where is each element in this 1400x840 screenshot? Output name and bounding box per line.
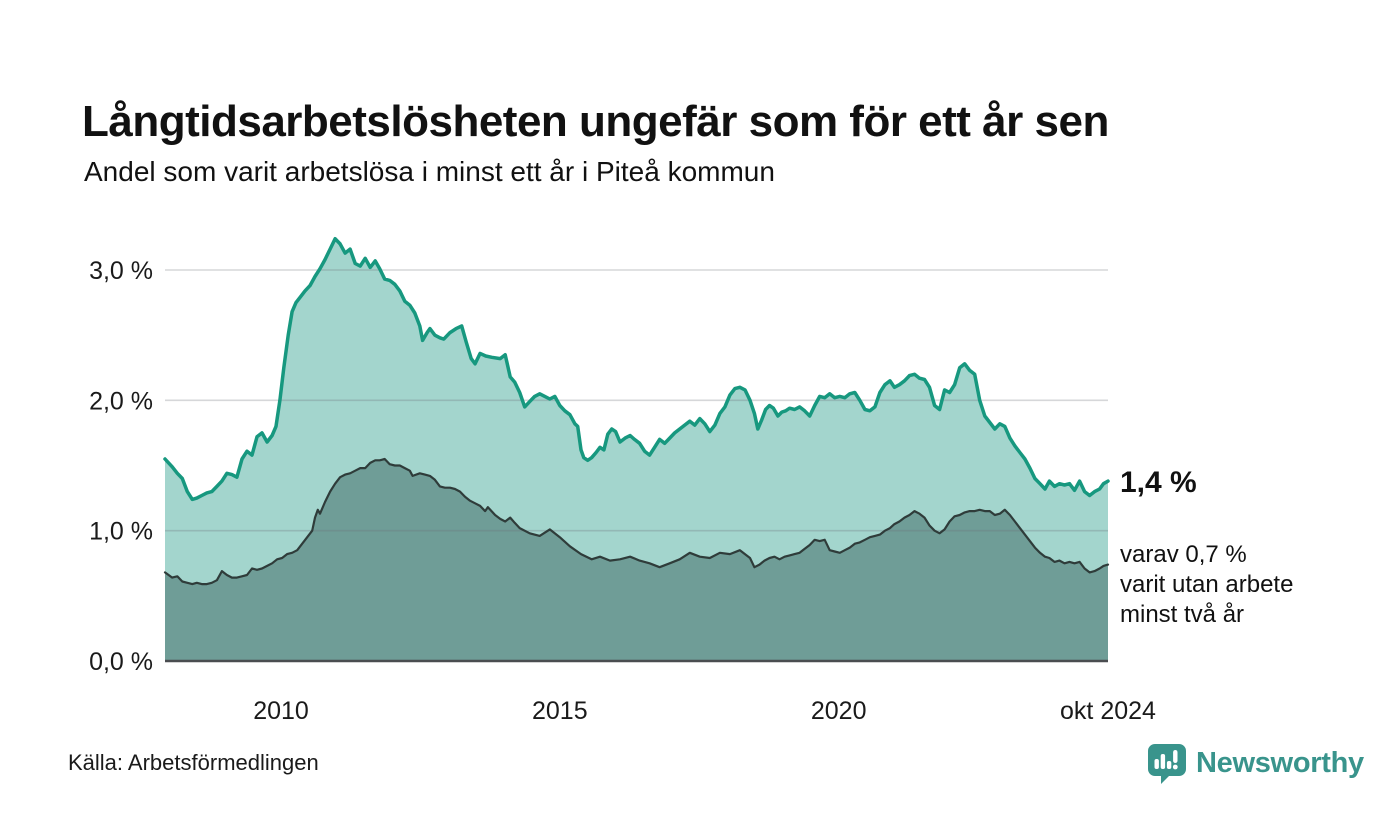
page-title: Långtidsarbetslösheten ungefär som för e…: [82, 97, 1109, 147]
brand-name: Newsworthy: [1196, 746, 1364, 779]
x-tick-label: 2010: [253, 697, 309, 725]
y-tick-label: 1,0 %: [89, 518, 153, 546]
logo-bar-chart-glyph: [1154, 750, 1178, 770]
detail-line-1: varav 0,7 %: [1120, 541, 1247, 568]
line-series-2: [163, 457, 1110, 586]
line-series-1: [163, 236, 1110, 502]
y-tick-label: 0,0 %: [89, 648, 153, 676]
y-tick-label: 2,0 %: [89, 387, 153, 415]
y-tick-label: 3,0 %: [89, 257, 153, 285]
detail-line-3: minst två år: [1120, 601, 1245, 628]
latest-value-label: 1,4 %: [1120, 466, 1197, 499]
detail-line-2: varit utan arbete: [1120, 571, 1294, 598]
source-note: Källa: Arbetsförmedlingen: [68, 750, 319, 775]
latest-detail-label: varav 0,7 % varit utan arbete minst två …: [1120, 540, 1293, 630]
x-tick-label: 2020: [811, 697, 867, 725]
x-tick-label: 2015: [532, 697, 588, 725]
newsworthy-logo: Newsworthy: [1146, 742, 1364, 784]
page-subtitle: Andel som varit arbetslösa i minst ett å…: [84, 156, 775, 187]
x-tick-label: okt 2024: [1060, 697, 1156, 725]
newsworthy-logo-icon: [1148, 744, 1186, 784]
